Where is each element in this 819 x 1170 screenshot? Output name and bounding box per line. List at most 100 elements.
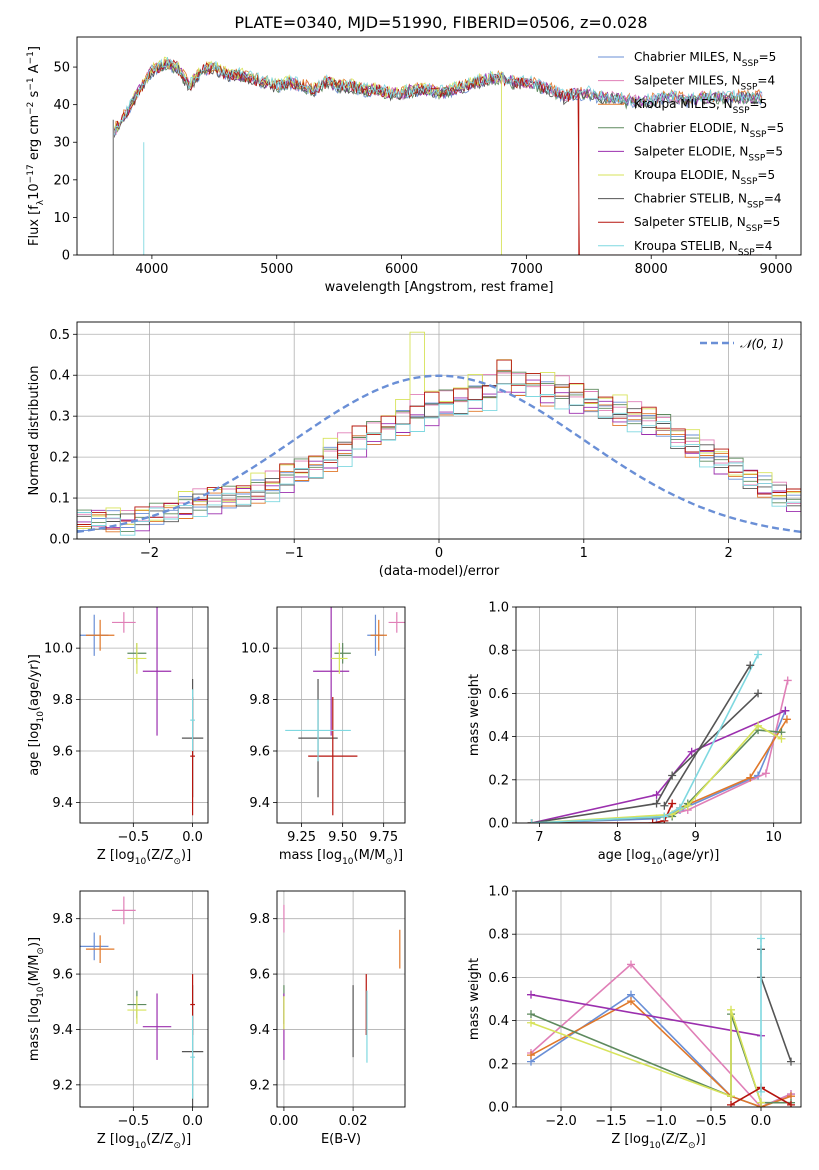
panel-weight-age: 7 8 9 10 0.0 0.2 0.4 0.6 0.8 1.0 age [log10(age/yr…: [467, 601, 802, 867]
weight-marker: [787, 1057, 795, 1066]
plot-area: [527, 650, 792, 823]
point-1: [388, 612, 405, 633]
weight-line-5: [531, 724, 782, 823]
axes-frame: [515, 606, 802, 824]
x-tick-label: −1.5: [595, 1114, 627, 1129]
y-tick-label: 0.2: [488, 1057, 509, 1072]
x-tick-label: 7: [535, 830, 543, 845]
x-tick-label: 8: [613, 830, 621, 845]
weight-marker: [627, 960, 635, 969]
point-1: [112, 612, 136, 633]
weight-marker: [727, 1005, 735, 1014]
y-tick-label: 0.0: [488, 1101, 509, 1116]
x-tick-label: −2.0: [545, 1114, 577, 1129]
y-tick-label: 9.8: [249, 912, 270, 927]
point-8: [285, 699, 351, 762]
weight-marker: [757, 1098, 765, 1107]
panel-weight-Z: −2.0 −1.5 −1.0 −0.5 0.0 0.0 0.2 0.4 0.6 0.8 1.0 Z […: [467, 885, 802, 1151]
point-4: [313, 607, 350, 736]
y-axis-label: age [log10(age/yr)]: [27, 654, 46, 776]
x-tick-label: 9.25: [287, 830, 316, 845]
y-tick-label: 30: [53, 136, 70, 151]
point-2: [85, 935, 115, 963]
weight-marker: [527, 1051, 535, 1060]
plot-area: [112, 56, 763, 255]
panel-spectrum: 4000 5000 6000 7000 8000 9000 0 10 20 30 40 50 wavel…: [26, 36, 802, 295]
y-tick-label: 40: [53, 98, 70, 113]
weight-line-3: [531, 729, 782, 823]
y-tick-label: 1.0: [488, 601, 509, 616]
y-tick-label: 9.6: [52, 968, 73, 983]
legend-entry: Salpeter MILES, NSSP=4: [634, 74, 775, 93]
spectrum-legend: Chabrier MILES, NSSP=5 Salpeter MILES, NS…: [598, 50, 784, 258]
y-axis-label: mass [log10(M/M⊙)]: [27, 937, 46, 1061]
y-tick-label: 50: [53, 61, 70, 76]
weight-marker: [652, 790, 661, 799]
y-tick-label: 9.2: [249, 1078, 270, 1093]
y-tick-label: 9.8: [52, 693, 73, 708]
weight-marker: [660, 812, 669, 821]
y-tick-label: 0.0: [488, 817, 509, 832]
weight-marker: [527, 1018, 535, 1027]
panel-age-mass: 9.25 9.50 9.75 9.4 9.6 9.8 10.0 mass [log10(M/M…: [241, 606, 406, 867]
weight-marker: [783, 676, 792, 685]
point-5: [127, 996, 147, 1024]
grid: [80, 891, 208, 1107]
weight-marker: [757, 934, 765, 943]
x-axis-label: age [log10(age/yr)]: [598, 848, 720, 867]
spectrum-line-5: [114, 56, 502, 132]
weight-line-7: [531, 803, 673, 823]
y-tick-label: 9.8: [249, 693, 270, 708]
x-axis-label: wavelength [Angstrom, rest frame]: [325, 280, 554, 295]
plot-area: [80, 607, 204, 816]
y-tick-label: 0.1: [49, 492, 70, 507]
x-tick-label: 0.02: [339, 1114, 368, 1129]
plot-area: [283, 904, 401, 1063]
y-tick-label: 10.0: [241, 642, 270, 657]
x-tick-label: 8000: [635, 262, 668, 277]
weight-marker: [527, 819, 536, 823]
plot-area: [80, 896, 204, 1107]
weight-marker: [683, 801, 692, 810]
point-7: [308, 697, 358, 816]
x-tick-label: −1: [285, 546, 304, 561]
legend-entry: Chabrier STELIB, NSSP=4: [634, 192, 782, 211]
y-tick-label: 9.4: [52, 796, 73, 811]
weight-marker: [527, 990, 535, 999]
panel-mass-EBV: 0.00 0.02 9.2 9.4 9.6 9.8 E(B-V): [249, 890, 406, 1147]
plot-area: [285, 607, 405, 816]
legend-entry: Kroupa ELODIE, NSSP=5: [634, 168, 775, 187]
x-tick-label: −0.5: [695, 1114, 727, 1129]
point-8: [190, 689, 195, 751]
y-tick-label: 0.0: [49, 533, 70, 548]
weight-marker: [627, 997, 635, 1006]
y-tick-label: 9.8: [52, 912, 73, 927]
y-tick-label: 10.0: [44, 642, 73, 657]
x-tick-label: 9: [691, 830, 699, 845]
x-axis-label: E(B-V): [321, 1132, 361, 1147]
weight-marker: [668, 799, 677, 808]
axes-frame: [276, 606, 406, 824]
y-tick-label: 0.8: [488, 928, 509, 943]
y-axis-label: mass weight: [467, 674, 482, 756]
y-tick-label: 0.2: [49, 451, 70, 466]
x-tick-label: −0.5: [118, 830, 150, 845]
histogram-3: [77, 371, 801, 532]
x-tick-label: 9.50: [328, 830, 357, 845]
weight-marker: [648, 819, 657, 823]
legend-entry: Chabrier MILES, NSSP=5: [634, 50, 776, 69]
x-axis-label: mass [log10(M/M⊙)]: [279, 848, 403, 867]
weight-marker: [727, 1100, 735, 1107]
weight-line-9: [663, 664, 751, 807]
point-1: [112, 896, 136, 925]
x-tick-label: 9.75: [369, 830, 398, 845]
x-axis-label: Z [log10(Z/Z⊙)]: [97, 1132, 191, 1151]
grid: [277, 891, 405, 1107]
weight-marker: [754, 689, 763, 698]
panel-mass-Z: −0.5 0.0 9.2 9.4 9.6 9.8 Z [log10(Z/Z⊙)] mass […: [27, 890, 209, 1151]
y-tick-label: 9.4: [249, 796, 270, 811]
y-tick-label: 0.6: [488, 687, 509, 702]
weight-line-6: [531, 692, 759, 823]
point-8: [190, 1015, 195, 1099]
